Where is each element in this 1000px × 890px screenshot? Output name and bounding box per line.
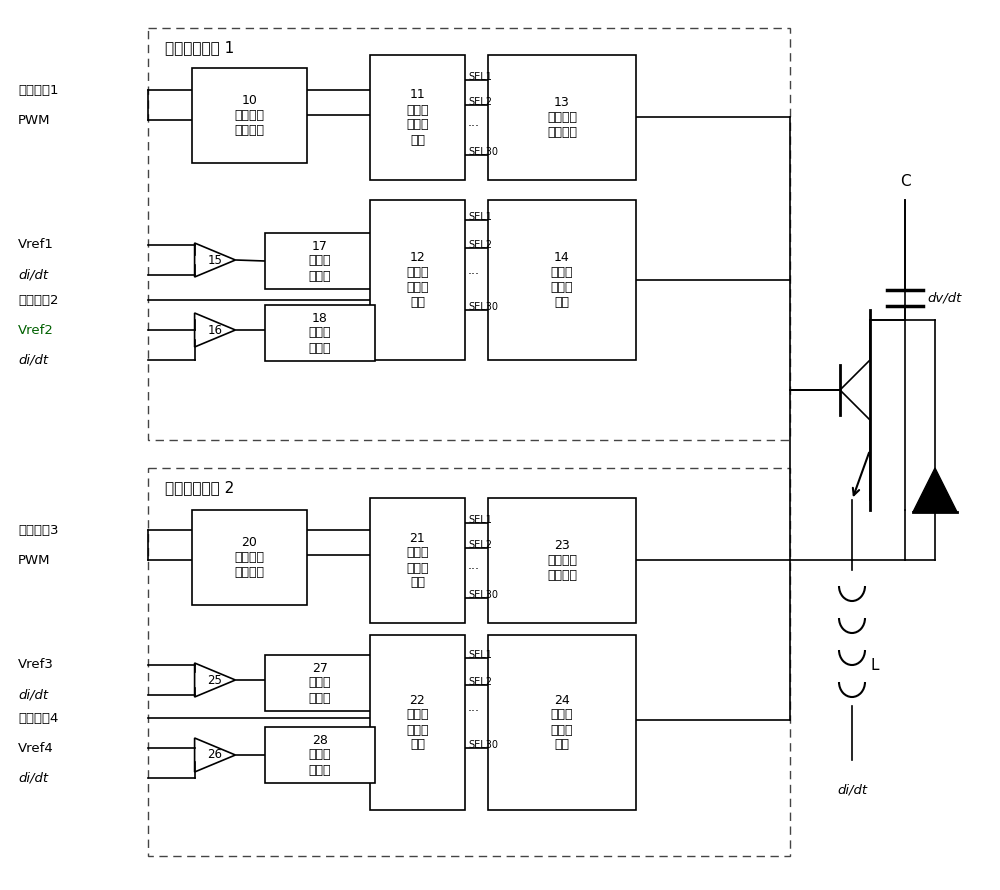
Text: 12
第二逻
辑控制
电路: 12 第二逻 辑控制 电路 bbox=[406, 251, 429, 309]
Text: SEL1: SEL1 bbox=[468, 515, 492, 525]
Bar bbox=[488, 635, 636, 810]
Text: PWM: PWM bbox=[18, 554, 50, 567]
Text: 14
第二电
流驱动
电路: 14 第二电 流驱动 电路 bbox=[551, 251, 573, 309]
Text: 20
第二电平
位移电路: 20 第二电平 位移电路 bbox=[234, 536, 264, 579]
Bar bbox=[265, 233, 375, 289]
Text: ···: ··· bbox=[468, 563, 480, 576]
Text: L: L bbox=[870, 658, 879, 673]
Bar bbox=[370, 200, 465, 360]
Text: 21
第三逻
辑控制
电路: 21 第三逻 辑控制 电路 bbox=[406, 531, 429, 589]
Bar bbox=[370, 55, 465, 180]
Text: ···: ··· bbox=[468, 705, 480, 718]
Text: 控制信号1: 控制信号1 bbox=[18, 84, 58, 96]
Text: 26: 26 bbox=[208, 748, 222, 762]
Polygon shape bbox=[913, 468, 957, 512]
Text: SEL30: SEL30 bbox=[468, 147, 498, 157]
Text: di/dt: di/dt bbox=[18, 689, 48, 701]
Text: 反向关断模块 2: 反向关断模块 2 bbox=[165, 481, 234, 496]
Bar bbox=[265, 727, 375, 783]
Text: dv/dt: dv/dt bbox=[927, 292, 961, 304]
Text: 11
第一逻
辑控制
电路: 11 第一逻 辑控制 电路 bbox=[406, 88, 429, 147]
Bar bbox=[488, 498, 636, 623]
Text: di/dt: di/dt bbox=[18, 772, 48, 784]
Text: ···: ··· bbox=[468, 120, 480, 133]
Bar bbox=[370, 498, 465, 623]
Bar bbox=[488, 55, 636, 180]
Text: 24
第四电
流驱动
电路: 24 第四电 流驱动 电路 bbox=[551, 693, 573, 751]
Text: 15: 15 bbox=[208, 254, 222, 266]
Text: 22
第四逻
辑控制
电路: 22 第四逻 辑控制 电路 bbox=[406, 693, 429, 751]
Text: 控制信号2: 控制信号2 bbox=[18, 294, 58, 306]
Text: 控制信号4: 控制信号4 bbox=[18, 711, 58, 724]
Bar bbox=[370, 635, 465, 810]
Bar bbox=[488, 200, 636, 360]
Text: 18
第二延
时电路: 18 第二延 时电路 bbox=[309, 312, 331, 354]
Text: SEL2: SEL2 bbox=[468, 240, 492, 250]
Text: 17
第一延
时电路: 17 第一延 时电路 bbox=[309, 239, 331, 282]
Text: 10
第一电平
位移电路: 10 第一电平 位移电路 bbox=[234, 94, 264, 137]
Text: SEL30: SEL30 bbox=[468, 740, 498, 750]
Text: di/dt: di/dt bbox=[18, 353, 48, 367]
Bar bbox=[192, 510, 307, 605]
Text: Vref4: Vref4 bbox=[18, 741, 54, 755]
Text: C: C bbox=[900, 174, 910, 190]
Text: Vref1: Vref1 bbox=[18, 239, 54, 252]
Text: di/dt: di/dt bbox=[837, 783, 867, 797]
Bar bbox=[148, 28, 790, 440]
Bar bbox=[148, 468, 790, 856]
Text: SEL1: SEL1 bbox=[468, 650, 492, 660]
Text: 16: 16 bbox=[208, 323, 222, 336]
Text: Vref3: Vref3 bbox=[18, 659, 54, 671]
Text: 13
第一电流
驱动电路: 13 第一电流 驱动电路 bbox=[547, 96, 577, 139]
Text: SEL2: SEL2 bbox=[468, 677, 492, 687]
Text: SEL1: SEL1 bbox=[468, 72, 492, 82]
Text: SEL30: SEL30 bbox=[468, 590, 498, 600]
Text: 25: 25 bbox=[208, 674, 222, 686]
Text: SEL30: SEL30 bbox=[468, 302, 498, 312]
Text: PWM: PWM bbox=[18, 114, 50, 126]
Text: ···: ··· bbox=[468, 268, 480, 281]
Bar bbox=[192, 68, 307, 163]
Text: 27
第三延
时电路: 27 第三延 时电路 bbox=[309, 661, 331, 705]
Bar bbox=[265, 655, 375, 711]
Text: Vref2: Vref2 bbox=[18, 323, 54, 336]
Text: 正向开启模块 1: 正向开启模块 1 bbox=[165, 41, 234, 55]
Bar bbox=[265, 305, 375, 361]
Text: 控制信号3: 控制信号3 bbox=[18, 523, 58, 537]
Text: SEL1: SEL1 bbox=[468, 212, 492, 222]
Text: di/dt: di/dt bbox=[18, 269, 48, 281]
Text: 28
第四延
时电路: 28 第四延 时电路 bbox=[309, 733, 331, 776]
Text: SEL2: SEL2 bbox=[468, 540, 492, 550]
Text: 23
第三电流
驱动电路: 23 第三电流 驱动电路 bbox=[547, 539, 577, 582]
Text: SEL2: SEL2 bbox=[468, 97, 492, 107]
